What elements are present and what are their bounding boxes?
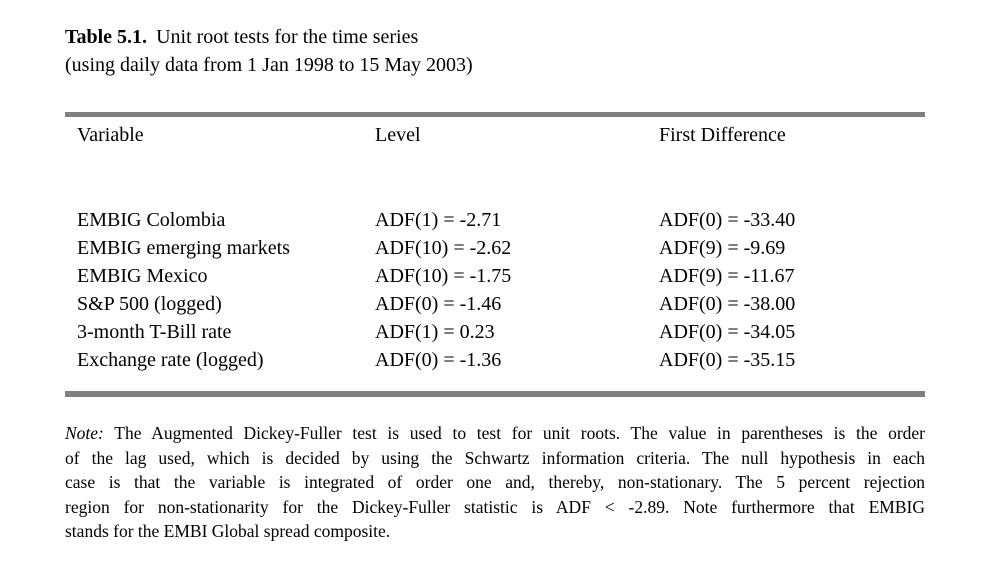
cell-variable: S&P 500 (logged) [77,293,222,315]
table-body: EMBIG Colombia ADF(1) = -2.71 ADF(0) = -… [65,206,925,374]
cell-first-difference: ADF(0) = -38.00 [659,293,796,315]
table-caption-text: Unit root tests for the time series [156,26,419,48]
column-header-variable: Variable [77,124,144,146]
table-top-rule [65,112,925,117]
table-row: EMBIG Colombia ADF(1) = -2.71 ADF(0) = -… [65,206,925,234]
cell-variable: EMBIG emerging markets [77,237,290,259]
cell-variable: Exchange rate (logged) [77,349,264,371]
cell-level: ADF(1) = 0.23 [375,321,495,343]
table-header-row: Variable Level First Difference [65,121,925,149]
cell-first-difference: ADF(0) = -35.15 [659,349,796,371]
table-row: S&P 500 (logged) ADF(0) = -1.46 ADF(0) =… [65,290,925,318]
cell-level: ADF(1) = -2.71 [375,209,502,231]
cell-level: ADF(10) = -2.62 [375,237,512,259]
cell-first-difference: ADF(0) = -34.05 [659,321,796,343]
cell-first-difference: ADF(9) = -9.69 [659,237,786,259]
cell-level: ADF(0) = -1.36 [375,349,502,371]
note-line: case is that the variable is integrated … [65,472,925,493]
cell-variable: 3-month T-Bill rate [77,321,232,343]
column-header-level: Level [375,124,421,146]
table-number: Table 5.1. [65,26,148,48]
cell-level: ADF(10) = -1.75 [375,265,512,287]
note-line: stands for the EMBI Global spread compos… [65,521,391,542]
cell-first-difference: ADF(9) = -11.67 [659,265,795,287]
note-label: Note: [65,423,104,443]
note-line: region for non-stationarity for the Dick… [65,496,925,517]
table-row: EMBIG Mexico ADF(10) = -1.75 ADF(9) = -1… [65,262,925,290]
table-note: Note: The Augmented Dickey-Fuller test i… [65,421,925,544]
table-row: Exchange rate (logged) ADF(0) = -1.36 AD… [65,346,925,374]
note-line: of the lag used, which is decided by usi… [65,447,925,468]
table-row: 3-month T-Bill rate ADF(1) = 0.23 ADF(0)… [65,318,925,346]
cell-variable: EMBIG Mexico [77,265,208,287]
cell-first-difference: ADF(0) = -33.40 [659,209,796,231]
table-bottom-rule [65,391,925,397]
cell-variable: EMBIG Colombia [77,209,226,231]
note-line: Note: The Augmented Dickey-Fuller test i… [65,421,925,446]
table-row: EMBIG emerging markets ADF(10) = -2.62 A… [65,234,925,262]
note-text: The Augmented Dickey-Fuller test is used… [114,423,925,443]
table-caption: Table 5.1. Unit root tests for the time s… [65,26,418,49]
cell-level: ADF(0) = -1.46 [375,293,502,315]
column-header-first-difference: First Difference [659,124,786,146]
table-caption-subtitle: (using daily data from 1 Jan 1998 to 15 … [65,54,473,76]
